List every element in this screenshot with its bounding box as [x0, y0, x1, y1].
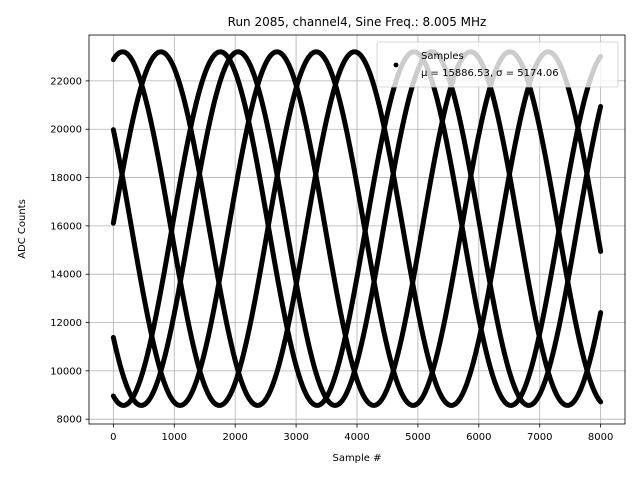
x-tick-label: 2000: [222, 432, 247, 443]
x-tick-label: 3000: [283, 432, 308, 443]
x-axis-label: Sample #: [332, 453, 381, 464]
y-tick-label: 8000: [57, 415, 82, 426]
samples-series: [110, 49, 604, 408]
y-axis-label: ADC Counts: [17, 199, 28, 259]
x-tick-label: 5000: [405, 432, 430, 443]
y-tick-label: 10000: [50, 366, 82, 377]
legend-label-samples: Samples: [421, 51, 464, 62]
sample-trace: [110, 49, 604, 408]
y-tick-label: 16000: [50, 221, 82, 232]
legend-marker-samples: [393, 62, 399, 68]
x-tick-label: 8000: [588, 432, 613, 443]
x-tick-label: 7000: [527, 432, 552, 443]
y-tick-label: 12000: [50, 318, 82, 329]
y-tick-label: 20000: [50, 125, 82, 136]
legend-stats-samples: μ = 15886.53, σ = 5174.06: [421, 68, 559, 79]
y-tick-label: 18000: [50, 173, 82, 184]
x-tick-label: 6000: [466, 432, 491, 443]
y-tick-label: 22000: [50, 76, 82, 87]
legend-box: [376, 41, 619, 88]
x-tick-label: 1000: [162, 432, 187, 443]
x-axis-ticks: 0 1000 2000 3000 4000 5000 6000 7000 8000: [110, 424, 613, 443]
x-tick-label: 4000: [344, 432, 369, 443]
sample-trace: [110, 49, 604, 408]
legend: Samples μ = 15886.53, σ = 5174.06: [376, 41, 619, 88]
y-axis-ticks: 8000 10000 12000 14000 16000 18000 20000 22000: [50, 76, 89, 426]
chart-title: Run 2085, channel4, Sine Freq.: 8.005 MH…: [228, 15, 487, 29]
sample-trace: [110, 49, 604, 408]
x-tick-label: 0: [110, 432, 116, 443]
y-tick-label: 14000: [50, 270, 82, 281]
